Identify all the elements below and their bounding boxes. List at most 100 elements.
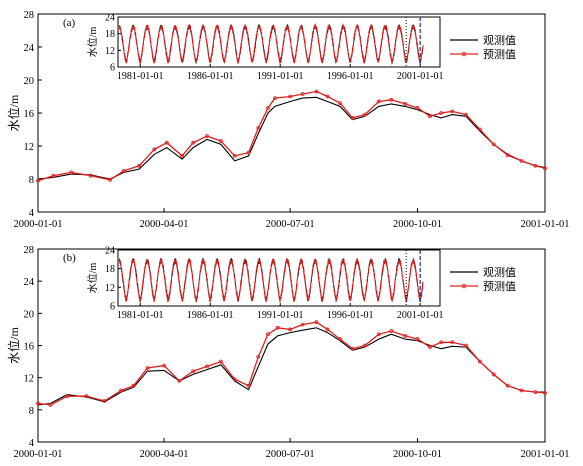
y-tick-label: 4 (29, 438, 35, 449)
data-point (477, 359, 482, 364)
data-point (108, 177, 112, 182)
data-point (464, 343, 468, 348)
data-point (272, 96, 277, 101)
x-tick-label: 2000-10-01 (393, 449, 442, 460)
y-tick-label: 20 (24, 76, 35, 87)
panel-label: (a) (63, 17, 76, 29)
legend-marker (461, 51, 467, 57)
data-point (131, 383, 136, 388)
x-tick-label: 2000-04-01 (140, 449, 189, 460)
y-tick-label: 4 (29, 208, 35, 219)
y-tick-label: 16 (24, 109, 35, 120)
data-point (314, 320, 319, 325)
y-tick-label: 12 (24, 374, 35, 385)
inset-series-predicted (118, 22, 424, 64)
inset-y-tick-label: 24 (105, 13, 115, 24)
data-point (543, 391, 547, 395)
data-point (218, 139, 223, 143)
legend-label: 观测值 (483, 34, 516, 47)
data-point (218, 359, 223, 364)
data-point (48, 403, 53, 407)
data-point (376, 332, 381, 337)
data-point (325, 327, 330, 332)
inset-y-tick-label: 6 (110, 302, 115, 313)
data-point (300, 322, 305, 327)
data-point (102, 399, 107, 403)
data-point (145, 366, 150, 370)
data-point (439, 111, 444, 115)
data-point (314, 89, 319, 94)
data-point (121, 168, 126, 173)
legend-label: 预测值 (483, 48, 516, 61)
data-point (246, 150, 251, 155)
data-point (389, 97, 394, 102)
data-point (415, 337, 420, 341)
data-point (266, 332, 270, 337)
x-tick-label: 2000-07-01 (266, 219, 315, 230)
data-point (256, 354, 261, 359)
data-point (65, 394, 69, 399)
x-tick-label: 2000-04-01 (140, 219, 189, 230)
inset-x-tick-label: 1986-01-01 (187, 310, 234, 321)
inset-y-axis-label: 水位/m (86, 263, 99, 294)
inset-x-tick-label: 1986-01-01 (187, 71, 234, 82)
series-observed (37, 96, 546, 180)
data-point (36, 401, 40, 406)
data-point (152, 147, 157, 152)
chart-panel-a: 4 8 12 16 20 24 28 2000-01-01 2000-04-01 2000-07-… (6, 10, 570, 230)
data-point (180, 153, 184, 158)
data-point (350, 116, 355, 120)
data-point (376, 99, 381, 104)
data-point (232, 377, 237, 382)
y-tick-label: 28 (24, 245, 35, 256)
data-point (439, 340, 444, 345)
data-point (403, 333, 407, 338)
y-tick-label: 16 (24, 342, 35, 353)
data-point (88, 173, 93, 178)
x-tick-label: 2000-07-01 (266, 449, 315, 460)
y-tick-label: 24 (24, 43, 35, 54)
inset-x-tick-label: 1996-01-01 (327, 310, 374, 321)
data-point (533, 390, 538, 395)
inset-x-tick-label: 1981-01-01 (117, 310, 164, 321)
y-tick-label: 24 (24, 277, 35, 288)
inset-y-tick-label: 24 (105, 246, 115, 257)
inset-x-tick-label: 1991-01-01 (257, 310, 304, 321)
data-point (428, 345, 432, 350)
data-point (191, 369, 196, 374)
x-tick-label: 2001-01-01 (521, 449, 570, 460)
legend-label: 预测值 (483, 280, 516, 293)
data-point (519, 158, 524, 163)
x-tick-label: 2000-10-01 (393, 219, 442, 230)
panel-label: (b) (63, 252, 76, 264)
data-point (300, 92, 305, 96)
series-predicted (36, 320, 547, 407)
inset-chart: 6 12 18 24 1981-01-01 1986-01-01 1991-01-01 199… (86, 13, 444, 83)
data-point (428, 114, 432, 119)
data-point (325, 94, 330, 99)
data-point (403, 102, 407, 106)
data-point (450, 109, 455, 114)
data-point (232, 153, 237, 158)
series-predicted (36, 89, 547, 183)
data-point (205, 134, 209, 139)
data-point (505, 383, 510, 388)
y-tick-label: 12 (24, 142, 35, 153)
series-observed (37, 327, 545, 406)
series-line (37, 321, 546, 406)
data-point (256, 125, 261, 130)
chart-panel-b: 4 8 12 16 20 24 28 2000-01-01 2000-04-01 2000-07-… (6, 245, 570, 460)
inset-x-tick-label: 1996-01-01 (327, 71, 374, 82)
inset-series-predicted (118, 257, 424, 303)
series-line (37, 327, 545, 406)
data-point (288, 94, 293, 99)
y-tick-label: 8 (29, 175, 34, 186)
y-tick-label: 28 (24, 10, 35, 21)
x-tick-label: 2001-01-01 (521, 219, 570, 230)
data-point (275, 325, 280, 330)
data-point (505, 153, 510, 157)
data-point (491, 372, 496, 377)
data-point (246, 383, 251, 388)
inset-x-tick-label: 1991-01-01 (257, 71, 304, 82)
